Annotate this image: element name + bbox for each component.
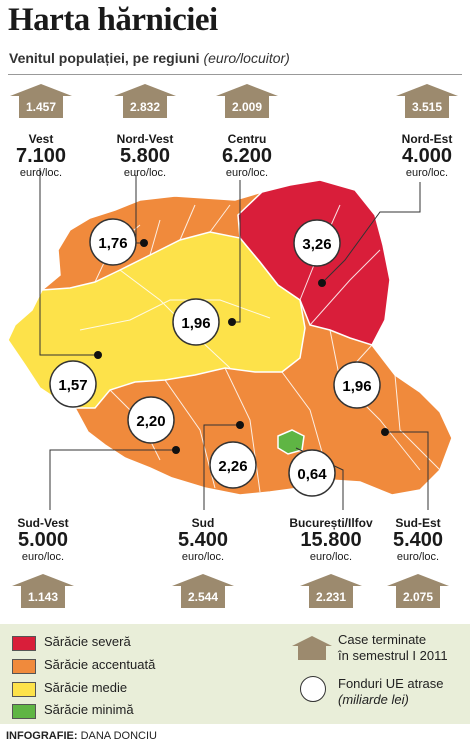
region-nord-est-unit: euro/loc. bbox=[405, 167, 449, 179]
houses-vest: 1.457 bbox=[19, 96, 63, 118]
funds-sud-vest-value: 2,20 bbox=[136, 413, 165, 430]
funds-sud: 2,26 bbox=[209, 441, 257, 489]
legend-minima: Sărăcie minimă bbox=[44, 702, 134, 717]
legend-houses-line1: Case terminate bbox=[338, 632, 427, 647]
houses-sud: 2.544 bbox=[181, 586, 225, 608]
region-nord-vest-income: 5.800 bbox=[119, 145, 171, 167]
legend-houses: Case terminate în semestrul I 2011 bbox=[338, 632, 448, 664]
top-divider bbox=[8, 74, 462, 75]
region-sud-vest: Sud-Vest 5.000 euro/loc. 1.143 bbox=[0, 516, 98, 608]
houses-nord-vest: 2.832 bbox=[123, 96, 167, 118]
legend-swatch-minima bbox=[12, 704, 36, 719]
legend-house-icon bbox=[292, 636, 332, 662]
legend-funds-circle-icon bbox=[300, 676, 326, 702]
funds-sud-vest: 2,20 bbox=[127, 396, 175, 444]
houses-bucuresti: 2.231 bbox=[309, 586, 353, 608]
funds-vest-value: 1,57 bbox=[58, 377, 87, 394]
funds-centru: 1,96 bbox=[172, 298, 220, 346]
region-centru: 2.009 Centru 6.200 euro/loc. bbox=[192, 84, 302, 179]
credit-name: DANA DONCIU bbox=[80, 730, 157, 742]
region-nord-est-income: 4.000 bbox=[401, 145, 453, 167]
house-icon: 2.832 bbox=[114, 84, 176, 120]
legend-swatch-medie bbox=[12, 682, 36, 697]
funds-nord-est-value: 3,26 bbox=[302, 236, 331, 253]
legend-swatch-accentuata bbox=[12, 659, 36, 674]
region-nord-vest-name: Nord-Vest bbox=[116, 132, 174, 146]
region-nord-est: 3.515 Nord-Est 4.000 euro/loc. bbox=[372, 84, 470, 179]
house-icon: 2.009 bbox=[216, 84, 278, 120]
legend-houses-line2: în semestrul I 2011 bbox=[338, 648, 448, 663]
subtitle-text: Venitul populației, pe regiuni bbox=[9, 50, 200, 66]
map-minima-region bbox=[277, 429, 305, 455]
funds-circles: 1,57 1,76 1,96 3,26 2,20 2,26 0,64 1,96 bbox=[49, 218, 381, 497]
region-sud-name: Sud bbox=[191, 516, 215, 530]
funds-vest: 1,57 bbox=[49, 360, 97, 408]
houses-nord-est: 3.515 bbox=[405, 96, 449, 118]
region-centru-name: Centru bbox=[227, 132, 267, 146]
region-bucuresti: București/Ilfov 15.800 euro/loc. 2.231 bbox=[272, 516, 390, 608]
region-sud-income: 5.400 bbox=[177, 529, 229, 551]
legend-funds: Fonduri UE atrase (miliarde lei) bbox=[338, 676, 444, 708]
funds-sud-est-value: 1,96 bbox=[342, 378, 371, 395]
region-centru-income: 6.200 bbox=[221, 145, 273, 167]
region-sud-vest-unit: euro/loc. bbox=[21, 551, 65, 563]
region-sud-est-unit: euro/loc. bbox=[396, 551, 440, 563]
credit-label: INFOGRAFIE: bbox=[6, 730, 78, 742]
region-vest: 1.457 Vest 7.100 euro/loc. bbox=[0, 84, 96, 179]
region-sud-vest-name: Sud-Vest bbox=[17, 516, 69, 530]
funds-sud-value: 2,26 bbox=[218, 458, 247, 475]
region-vest-unit: euro/loc. bbox=[19, 167, 63, 179]
house-icon: 1.143 bbox=[12, 574, 74, 610]
legend-medie: Sărăcie medie bbox=[44, 680, 128, 695]
funds-bucuresti: 0,64 bbox=[288, 449, 336, 497]
legend: Sărăcie severă Sărăcie accentuată Sărăci… bbox=[0, 624, 470, 724]
region-nord-vest-unit: euro/loc. bbox=[123, 167, 167, 179]
funds-sud-est: 1,96 bbox=[333, 361, 381, 409]
subtitle-unit: (euro/locuitor) bbox=[203, 50, 290, 66]
region-bucuresti-unit: euro/loc. bbox=[309, 551, 353, 563]
region-bucuresti-income: 15.800 bbox=[300, 529, 362, 551]
region-sud-unit: euro/loc. bbox=[181, 551, 225, 563]
funds-nord-vest: 1,76 bbox=[89, 218, 137, 266]
region-sud-est: Sud-Est 5.400 euro/loc. 2.075 bbox=[368, 516, 468, 608]
leader-dots bbox=[94, 239, 389, 454]
region-nord-est-name: Nord-Est bbox=[401, 132, 453, 146]
house-icon: 2.231 bbox=[300, 574, 362, 610]
funds-nord-vest-value: 1,76 bbox=[98, 235, 127, 252]
region-centru-unit: euro/loc. bbox=[225, 167, 269, 179]
funds-nord-est: 3,26 bbox=[293, 219, 341, 267]
house-icon: 3.515 bbox=[396, 84, 458, 120]
house-icon: 2.075 bbox=[387, 574, 449, 610]
romania-map: 1,57 1,76 1,96 3,26 2,20 2,26 0,64 1,96 bbox=[7, 168, 453, 510]
page-title: Harta hărniciei bbox=[8, 2, 218, 38]
region-vest-income: 7.100 bbox=[15, 145, 67, 167]
funds-bucuresti-value: 0,64 bbox=[297, 466, 327, 483]
region-bucuresti-name: București/Ilfov bbox=[289, 516, 373, 530]
region-sud: Sud 5.400 euro/loc. 2.544 bbox=[148, 516, 258, 608]
houses-sud-vest: 1.143 bbox=[21, 586, 65, 608]
region-sud-est-income: 5.400 bbox=[392, 529, 444, 551]
legend-accentuata: Sărăcie accentuată bbox=[44, 657, 156, 672]
house-icon: 1.457 bbox=[10, 84, 72, 120]
legend-funds-line1: Fonduri UE atrase bbox=[338, 676, 444, 691]
credit: INFOGRAFIE: DANA DONCIU bbox=[6, 730, 157, 742]
region-sud-vest-income: 5.000 bbox=[17, 529, 69, 551]
page-subtitle: Venitul populației, pe regiuni (euro/loc… bbox=[9, 50, 290, 66]
houses-centru: 2.009 bbox=[225, 96, 269, 118]
region-nord-vest: 2.832 Nord-Vest 5.800 euro/loc. bbox=[90, 84, 200, 179]
legend-severa: Sărăcie severă bbox=[44, 634, 131, 649]
region-sud-est-name: Sud-Est bbox=[395, 516, 441, 530]
houses-sud-est: 2.075 bbox=[396, 586, 440, 608]
region-vest-name: Vest bbox=[28, 132, 54, 146]
house-icon: 2.544 bbox=[172, 574, 234, 610]
funds-centru-value: 1,96 bbox=[181, 315, 210, 332]
legend-funds-line2: (miliarde lei) bbox=[338, 692, 409, 707]
legend-swatch-severa bbox=[12, 636, 36, 651]
